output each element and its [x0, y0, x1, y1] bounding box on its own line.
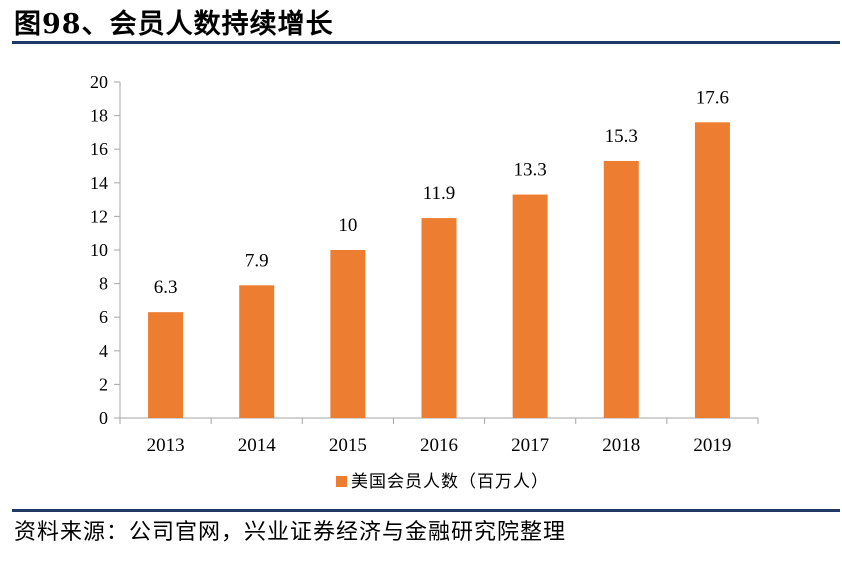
x-axis: 2013 2014 2015 2016 2017 2018 2019 [119, 417, 759, 456]
data-labels: 6.3 7.9 10 11.9 13.3 15.3 17.6 [154, 87, 729, 298]
data-label: 11.9 [423, 183, 456, 204]
data-label: 15.3 [605, 126, 638, 147]
bar-series [148, 122, 730, 418]
bar [603, 160, 639, 418]
bar [239, 285, 275, 418]
data-label: 17.6 [696, 87, 729, 108]
y-tick-label: 2 [99, 374, 108, 394]
data-label: 13.3 [514, 160, 547, 181]
x-tick-label: 2019 [693, 435, 731, 456]
source-rule [12, 509, 840, 512]
bar [512, 194, 548, 418]
data-label: 10 [338, 215, 357, 236]
y-tick-label: 20 [90, 72, 108, 92]
x-tick-label: 2017 [511, 435, 549, 456]
bar [148, 312, 184, 418]
x-tick-label: 2015 [329, 435, 367, 456]
y-axis: 0 2 4 6 8 10 12 14 16 18 20 [90, 72, 121, 428]
bar [330, 250, 366, 418]
bar [694, 122, 730, 418]
x-tick-label: 2014 [238, 435, 277, 456]
title-rule [12, 41, 840, 44]
y-tick-label: 14 [90, 173, 108, 193]
y-tick-label: 18 [90, 106, 108, 126]
y-tick-label: 16 [90, 139, 108, 159]
x-tick-label: 2018 [602, 435, 640, 456]
y-tick-label: 6 [99, 307, 108, 327]
y-tick-label: 8 [99, 274, 108, 294]
y-tick-label: 12 [90, 206, 108, 226]
legend: 美国会员人数（百万人） [336, 472, 549, 491]
data-label: 6.3 [154, 277, 178, 298]
source-note: 资料来源：公司官网，兴业证券经济与金融研究院整理 [14, 520, 567, 545]
figure-title: 图98、会员人数持续增长 [14, 9, 334, 40]
x-tick-label: 2016 [420, 435, 458, 456]
y-tick-label: 4 [99, 341, 108, 361]
legend-label: 美国会员人数（百万人） [351, 472, 549, 491]
bar [421, 218, 457, 418]
y-tick-label: 0 [99, 408, 108, 428]
y-tick-label: 10 [90, 240, 108, 260]
data-label: 7.9 [245, 250, 269, 271]
legend-swatch [336, 476, 347, 487]
x-tick-label: 2013 [147, 435, 185, 456]
